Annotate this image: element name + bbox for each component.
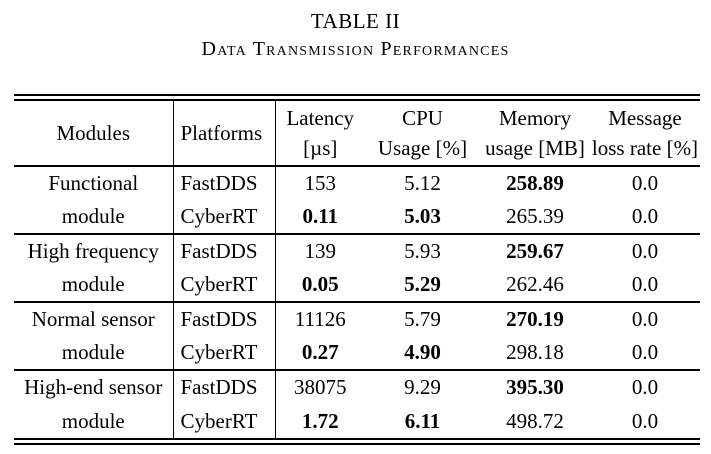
table-caption-title: Data Transmission Performances [201,38,510,60]
cpu-usage-value: 5.93 [404,239,441,263]
header-platforms: Platforms [173,101,276,167]
message-loss-value: 0.0 [590,268,700,303]
cpu-usage-value: 9.29 [404,375,441,399]
header-cpu-line2: Usage [%] [377,136,468,160]
latency-value: 0.05 [275,268,365,303]
module-name-line1: Functional [14,166,174,200]
message-loss-value: 0.0 [631,239,659,263]
message-loss-value: 0.0 [631,307,659,331]
header-memory-line1: Memory [498,106,572,130]
platform-name: FastDDS [173,166,276,200]
table-row: module CyberRT 1.72 6.11 498.72 0.0 [14,404,700,438]
platform-name: CyberRT [173,404,276,438]
message-loss-value: 0.0 [631,171,659,195]
platform-name: FastDDS [173,302,276,336]
module-name-line2: module [14,336,174,371]
latency-value: 1.72 [301,408,339,433]
memory-usage-value: 395.30 [506,375,564,399]
cpu-usage-value: 5.03 [365,200,480,235]
table-row: Functional FastDDS 153 5.12 258.89 0.0 [14,166,700,200]
module-name-line2: module [14,200,174,235]
header-message-line1: Message [608,106,682,130]
table-row: High frequency FastDDS 139 5.93 259.67 0… [14,234,700,268]
memory-usage-value: 259.67 [506,239,564,263]
platform-name: CyberRT [173,200,276,235]
header-modules: Modules [14,101,174,167]
memory-usage-value: 298.18 [480,336,590,371]
module-name-line2: module [14,268,174,303]
platform-name: FastDDS [173,234,276,268]
platform-name: CyberRT [173,268,276,303]
latency-value: 0.11 [275,200,365,235]
message-loss-value: 0.0 [631,375,659,399]
header-memory-line2: usage [MB] [485,136,585,160]
module-name-line1: High frequency [14,234,174,268]
header-row: Modules Platforms Latency [µs] CPU Usage… [14,101,700,167]
data-transmission-table: Modules Platforms Latency [µs] CPU Usage… [14,101,700,438]
header-cpu-usage: CPU Usage [%] [365,101,480,167]
cpu-usage-value: 4.90 [365,336,480,371]
memory-usage-value: 265.39 [480,200,590,235]
memory-usage-value: 270.19 [506,307,564,331]
header-cpu-line1: CPU [402,106,443,130]
cpu-usage-value: 5.29 [365,268,480,303]
table-row: module CyberRT 0.27 4.90 298.18 0.0 [14,336,700,371]
table-row: module CyberRT 0.05 5.29 262.46 0.0 [14,268,700,303]
cpu-usage-value: 5.12 [404,171,441,195]
latency-value: 139 [304,239,337,263]
message-loss-value: 0.0 [590,200,700,235]
header-message-line2: loss rate [%] [591,136,699,160]
module-name-line2: module [14,404,174,438]
module-name-line1: High-end sensor [14,370,174,404]
memory-usage-value: 262.46 [480,268,590,303]
table-caption-number: TABLE II [310,9,401,33]
message-loss-value: 0.0 [590,336,700,371]
table-top-double-rule [14,94,700,101]
platform-name: FastDDS [173,370,276,404]
memory-usage-value: 258.89 [506,171,564,195]
memory-usage-value: 498.72 [506,408,564,433]
latency-value: 153 [304,171,337,195]
cpu-usage-value: 5.79 [404,307,441,331]
header-latency-line1: Latency [286,106,355,130]
platform-name: CyberRT [173,336,276,371]
header-message-loss: Message loss rate [%] [590,101,700,167]
module-name-line1: Normal sensor [14,302,174,336]
table-row: High-end sensor FastDDS 38075 9.29 395.3… [14,370,700,404]
cpu-usage-value: 6.11 [404,408,441,433]
header-memory-usage: Memory usage [MB] [480,101,590,167]
header-latency: Latency [µs] [275,101,365,167]
message-loss-value: 0.0 [631,408,659,433]
table-row: module CyberRT 0.11 5.03 265.39 0.0 [14,200,700,235]
latency-value: 11126 [294,307,346,331]
header-latency-line2: [µs] [303,136,338,160]
latency-value: 38075 [294,375,347,399]
table-row: Normal sensor FastDDS 11126 5.79 270.19 … [14,302,700,336]
table-container: Modules Platforms Latency [µs] CPU Usage… [14,94,700,445]
latency-value: 0.27 [275,336,365,371]
table-bottom-double-rule [14,438,700,445]
